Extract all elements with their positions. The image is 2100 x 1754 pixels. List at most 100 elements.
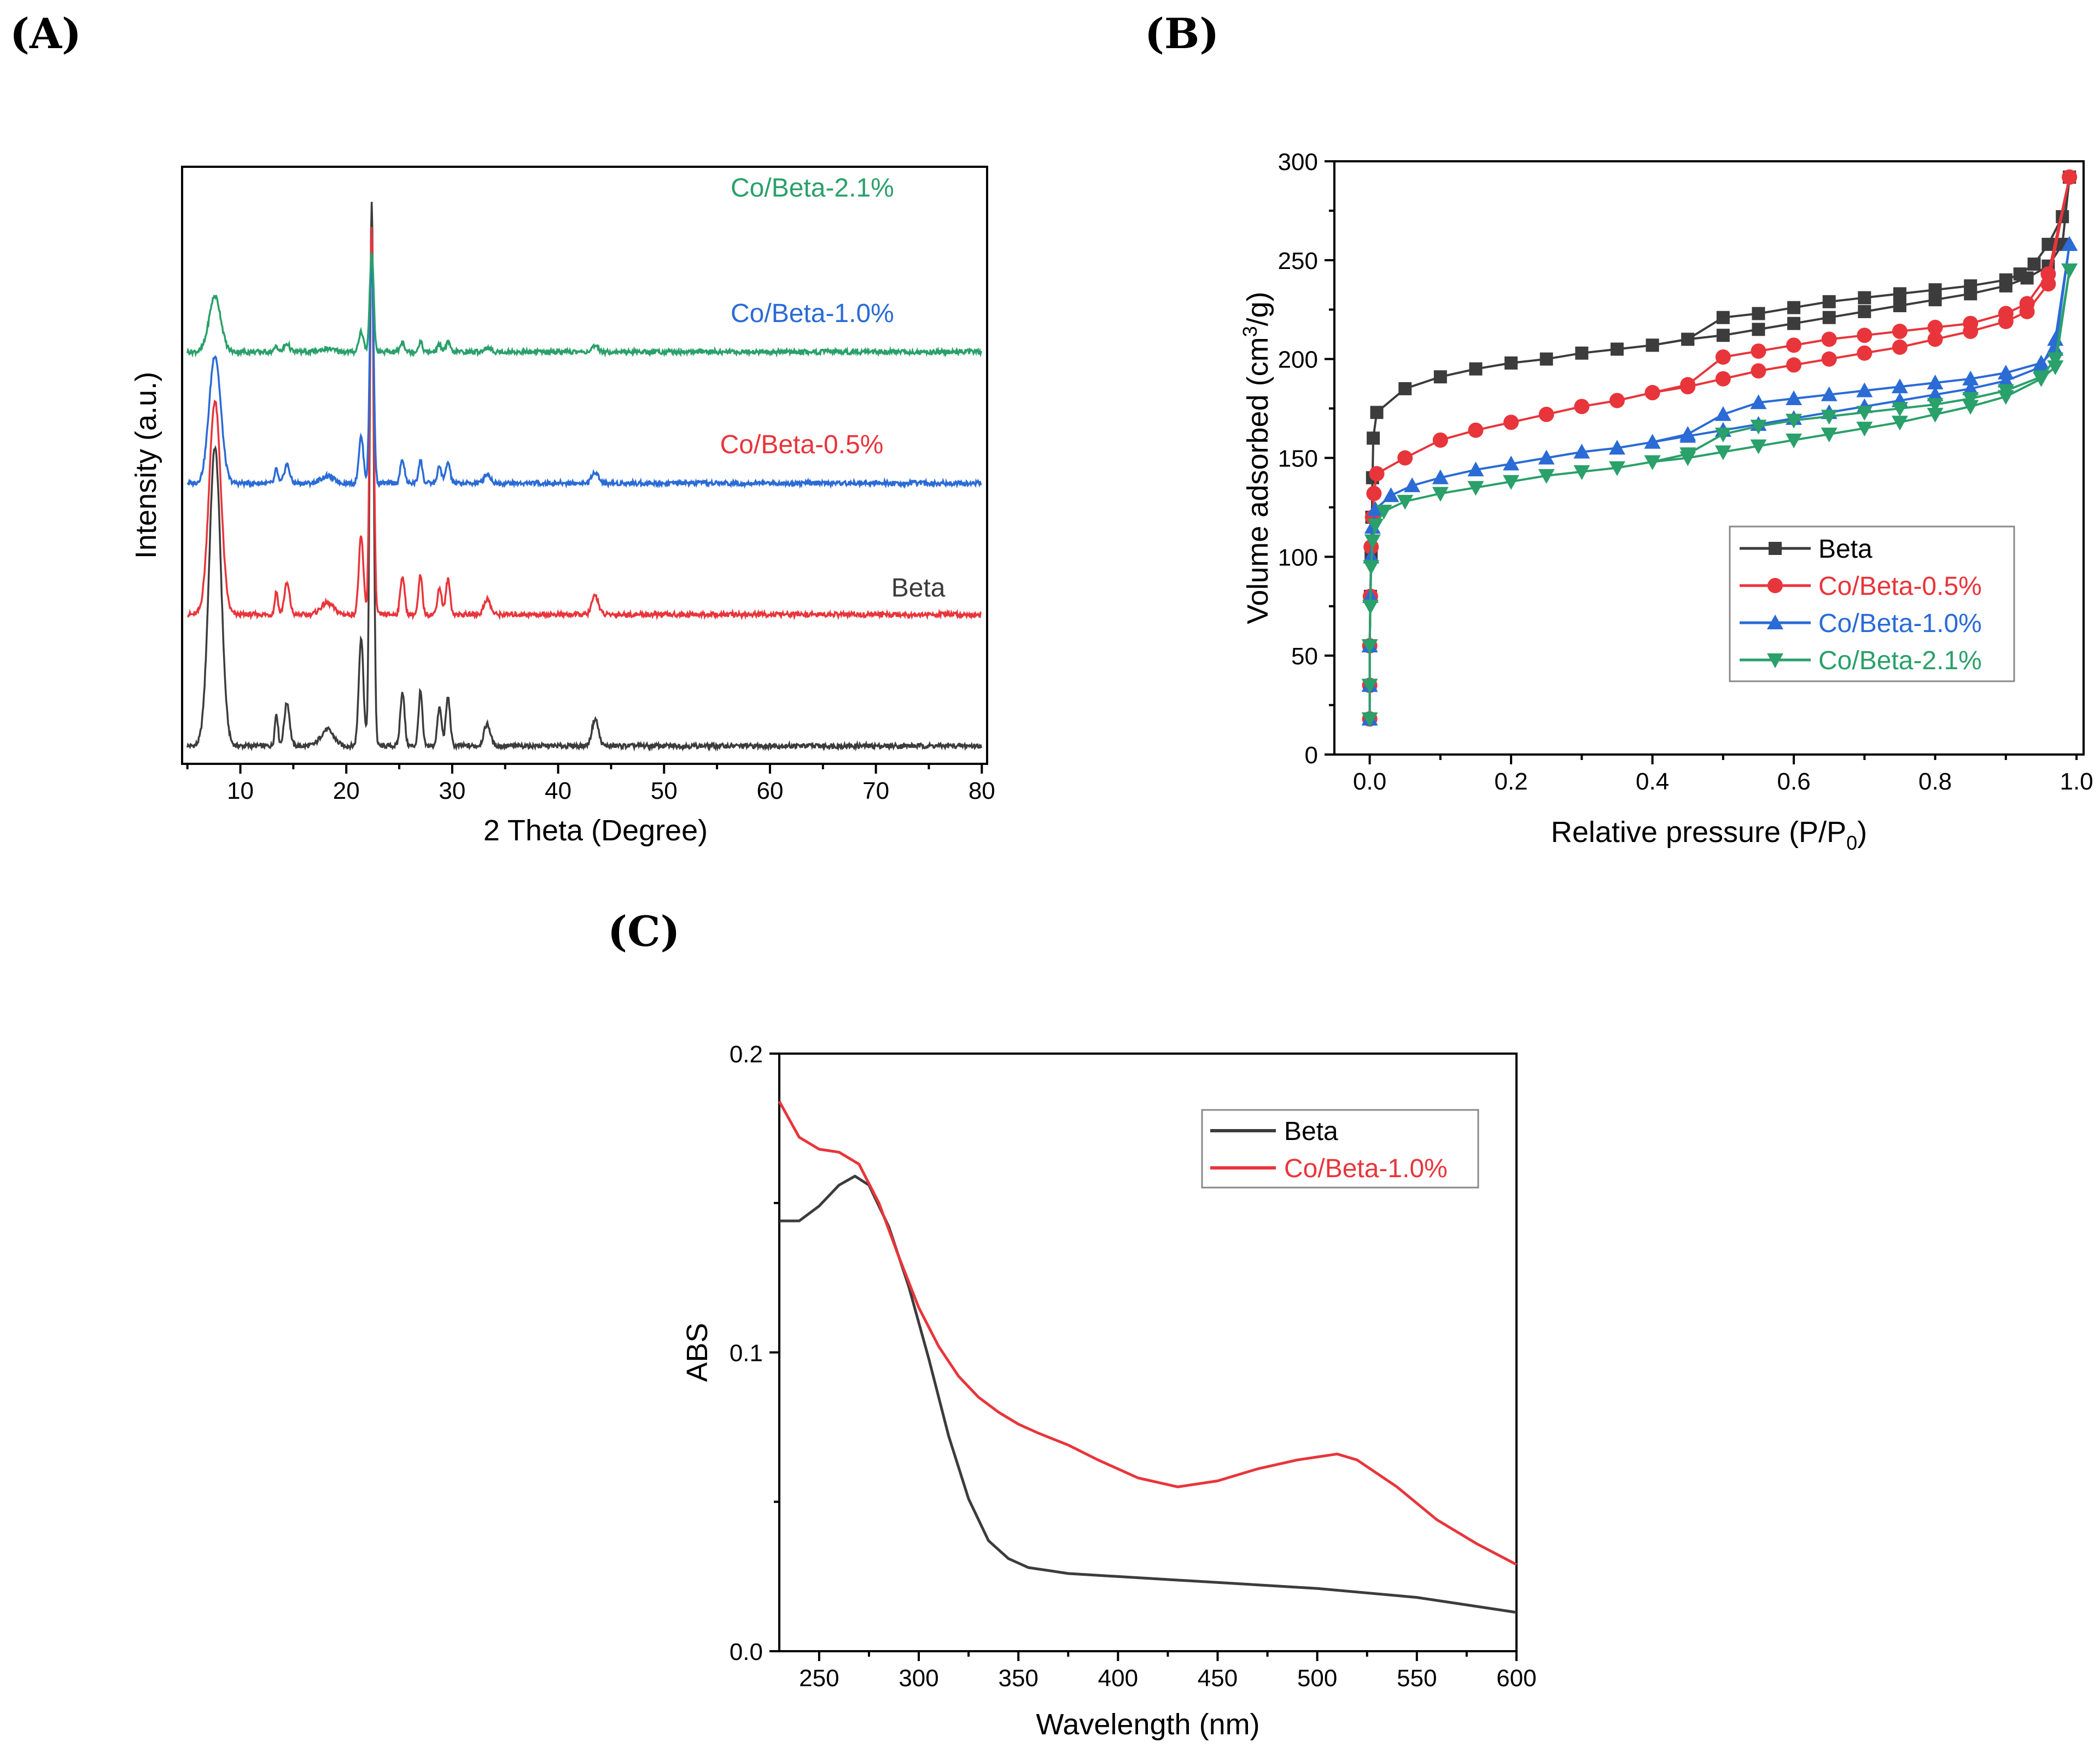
isotherm-point-co-beta-2-1 <box>1714 428 1731 443</box>
xrd-series-label-beta: Beta <box>891 574 946 603</box>
panel-c-x-tick-label: 300 <box>899 1665 938 1692</box>
isotherm-point-co-beta-0-5 <box>1786 357 1802 373</box>
isotherm-point-co-beta-0-5 <box>1609 393 1625 408</box>
isotherm-point-co-beta-2-1 <box>2047 352 2064 367</box>
isotherm-point-beta <box>1928 283 1942 297</box>
isotherm-point-co-beta-2-1 <box>1363 560 1380 575</box>
panel-b-x-tick-label: 1.0 <box>2060 768 2093 795</box>
isotherm-point-co-beta-0-5 <box>1751 363 1766 379</box>
isotherm-point-co-beta-2-1 <box>1927 397 1944 413</box>
isotherm-point-beta <box>1575 346 1589 360</box>
isotherm-point-co-beta-0-5 <box>1369 466 1385 482</box>
panel-c-y-tick-label: 0.0 <box>730 1639 763 1665</box>
xrd-series-line-beta <box>186 202 982 752</box>
panel-c-legend-label-co-beta-1-0: Co/Beta-1.0% <box>1284 1154 1448 1183</box>
isotherm-point-beta <box>1787 317 1801 330</box>
panel-b-y-axis-title: Volume adsorbed (cm3/g) <box>1239 291 1274 624</box>
isotherm-point-co-beta-2-1 <box>1397 495 1414 510</box>
isotherm-point-co-beta-0-5 <box>1680 377 1696 393</box>
xrd-series-label-co-beta-2-1: Co/Beta-2.1% <box>731 174 894 203</box>
isotherm-point-co-beta-0-5 <box>1397 450 1413 466</box>
xrd-series-line-co-beta-1-0 <box>186 252 982 489</box>
isotherm-point-co-beta-0-5 <box>1892 339 1908 355</box>
isotherm-point-co-beta-2-1 <box>2033 370 2050 385</box>
uvvis-series-line-co-beta-1-0 <box>778 1101 1518 1566</box>
panel-b-y-tick-label: 100 <box>1278 544 1318 571</box>
isotherm-point-co-beta-0-5 <box>1432 432 1448 448</box>
panel-b-y-tick-label: 200 <box>1278 347 1318 373</box>
panel-b-legend-label-co-beta-1-0: Co/Beta-1.0% <box>1818 609 1982 638</box>
panel-a-x-tick-label: 10 <box>227 777 254 804</box>
isotherm-point-beta <box>1539 352 1553 366</box>
isotherm-point-co-beta-2-1 <box>1891 402 1908 417</box>
isotherm-point-co-beta-2-1 <box>1432 487 1449 502</box>
isotherm-point-co-beta-1-0 <box>1644 434 1661 449</box>
isotherm-point-co-beta-1-0 <box>2047 341 2064 356</box>
panel-c-legend-label-beta: Beta <box>1284 1117 1338 1146</box>
isotherm-point-co-beta-1-0 <box>1382 487 1399 502</box>
isotherm-desorption-line-beta <box>1652 177 2071 347</box>
isotherm-point-co-beta-1-0 <box>1538 449 1555 465</box>
panel-c-x-tick-label: 250 <box>799 1665 839 1692</box>
isotherm-point-co-beta-2-1 <box>1361 679 1378 694</box>
isotherm-point-co-beta-0-5 <box>1468 422 1484 438</box>
isotherm-point-beta <box>1858 291 1871 305</box>
isotherm-point-beta <box>1822 295 1836 308</box>
isotherm-point-co-beta-2-1 <box>1786 413 1802 429</box>
isotherm-point-co-beta-1-0 <box>1997 372 2014 388</box>
isotherm-point-co-beta-2-1 <box>1364 534 1381 549</box>
isotherm-point-co-beta-0-5 <box>2040 266 2056 282</box>
isotherm-point-beta <box>1752 323 1765 336</box>
isotherm-point-beta <box>1398 382 1412 395</box>
isotherm-point-beta <box>1858 305 1871 318</box>
isotherm-point-co-beta-0-5 <box>2019 296 2035 312</box>
panel-a-x-tick-label: 50 <box>651 777 678 804</box>
isotherm-point-co-beta-1-0 <box>1750 394 1767 410</box>
isotherm-point-beta <box>1646 338 1659 352</box>
isotherm-point-co-beta-0-5 <box>1927 319 1943 335</box>
isotherm-point-co-beta-2-1 <box>1375 505 1392 520</box>
panel-a-x-tick-label: 30 <box>439 777 465 804</box>
panel-b-y-tick-label: 50 <box>1291 643 1318 670</box>
isotherm-point-co-beta-0-5 <box>1574 399 1590 414</box>
isotherm-desorption-line-co-beta-2-1 <box>1652 270 2071 463</box>
panel-a-x-tick-label: 40 <box>545 777 571 804</box>
isotherm-point-co-beta-1-0 <box>1962 370 1979 385</box>
panel-c-y-axis-title: ABS <box>681 1323 714 1382</box>
isotherm-point-beta <box>2041 237 2055 251</box>
isotherm-point-co-beta-1-0 <box>1927 386 1944 401</box>
xrd-series-label-co-beta-0-5: Co/Beta-0.5% <box>720 430 884 459</box>
isotherm-point-co-beta-2-1 <box>1573 465 1590 480</box>
panel-b-legend-marker-co-beta-2-1 <box>1767 653 1783 668</box>
isotherm-point-beta <box>1716 311 1730 324</box>
isotherm-point-co-beta-0-5 <box>1821 351 1837 367</box>
isotherm-point-co-beta-2-1 <box>1467 481 1484 496</box>
panel-b-x-tick-label: 0.4 <box>1636 768 1669 795</box>
panel-a-plot-frame <box>181 166 988 765</box>
isotherm-point-co-beta-2-1 <box>1927 407 1944 423</box>
isotherm-point-co-beta-2-1 <box>1750 419 1767 435</box>
isotherm-point-co-beta-2-1 <box>1361 639 1378 654</box>
panel-a-x-axis-title: 2 Theta (Degree) <box>483 814 708 847</box>
isotherm-point-co-beta-0-5 <box>1998 306 2014 321</box>
isotherm-point-beta <box>1610 342 1624 356</box>
isotherm-point-beta <box>1964 279 1978 293</box>
isotherm-point-co-beta-2-1 <box>1750 439 1767 454</box>
isotherm-point-beta <box>2027 258 2041 271</box>
isotherm-point-co-beta-2-1 <box>1962 400 1979 415</box>
isotherm-point-co-beta-2-1 <box>1362 599 1379 615</box>
isotherm-point-co-beta-1-0 <box>1367 501 1384 516</box>
isotherm-point-co-beta-0-5 <box>2062 169 2078 185</box>
isotherm-point-co-beta-2-1 <box>1856 406 1873 421</box>
isotherm-point-co-beta-0-5 <box>1857 345 1872 361</box>
panel-b-legend-label-co-beta-2-1: Co/Beta-2.1% <box>1818 646 1982 675</box>
isotherm-point-co-beta-1-0 <box>1503 455 1520 471</box>
panel-b-legend-marker-beta <box>1769 542 1782 555</box>
panel-c-uvvis-chart: (C) 250 300 350 400 450 500 550 600 0.0 0.1 0.2 Wave… <box>608 907 1537 1741</box>
isotherm-point-co-beta-2-1 <box>1997 384 2014 399</box>
isotherm-point-co-beta-0-5 <box>1857 328 1872 343</box>
panel-b-label: (B) <box>1145 9 1219 58</box>
isotherm-point-co-beta-2-1 <box>1367 518 1384 534</box>
isotherm-point-co-beta-1-0 <box>1679 426 1696 441</box>
isotherm-point-co-beta-2-1 <box>1361 712 1378 727</box>
